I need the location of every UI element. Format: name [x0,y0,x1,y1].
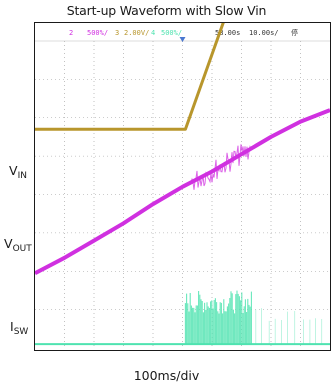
isw-label: ISW [10,319,29,337]
trigger-marker [179,37,186,42]
header-readout: 500%/ [161,29,182,37]
vout-trace [35,23,225,131]
scope-traces [35,23,330,346]
header-readout: 58.00s [215,29,240,37]
isw-label-main: I [10,319,14,334]
scope-screen: 2 500%/ 3 2.00V/4 500%/ 58.00s 10.00s/停 [34,22,331,351]
scope-header: 2 500%/ 3 2.00V/4 500%/ 58.00s 10.00s/停 [69,28,298,42]
vin-label-main: V [9,163,18,178]
vin-label-sub: IN [17,171,27,181]
header-readout: 停 [291,28,298,37]
vout-label-main: V [4,236,13,251]
timebase-label: 100ms/div [133,368,200,383]
header-readout: 2.00V/ [124,29,149,37]
header-readout: 4 [151,29,155,37]
vin-label: VIN [9,163,27,181]
vin-trace [35,108,330,275]
header-readout: 500%/ [87,29,108,37]
isw-label-sub: SW [13,327,29,337]
scope-plot: 2 500%/ 3 2.00V/4 500%/ 58.00s 10.00s/停 [35,23,330,348]
header-readout: 2 [69,29,73,37]
scope-grid [35,40,330,348]
chart-title: Start-up Waveform with Slow Vin [66,3,267,18]
vout-label-sub: OUT [12,244,32,254]
header-readout: 10.00s/ [249,29,279,37]
header-readout: 3 [115,29,119,37]
vout-label: VOUT [4,236,32,254]
